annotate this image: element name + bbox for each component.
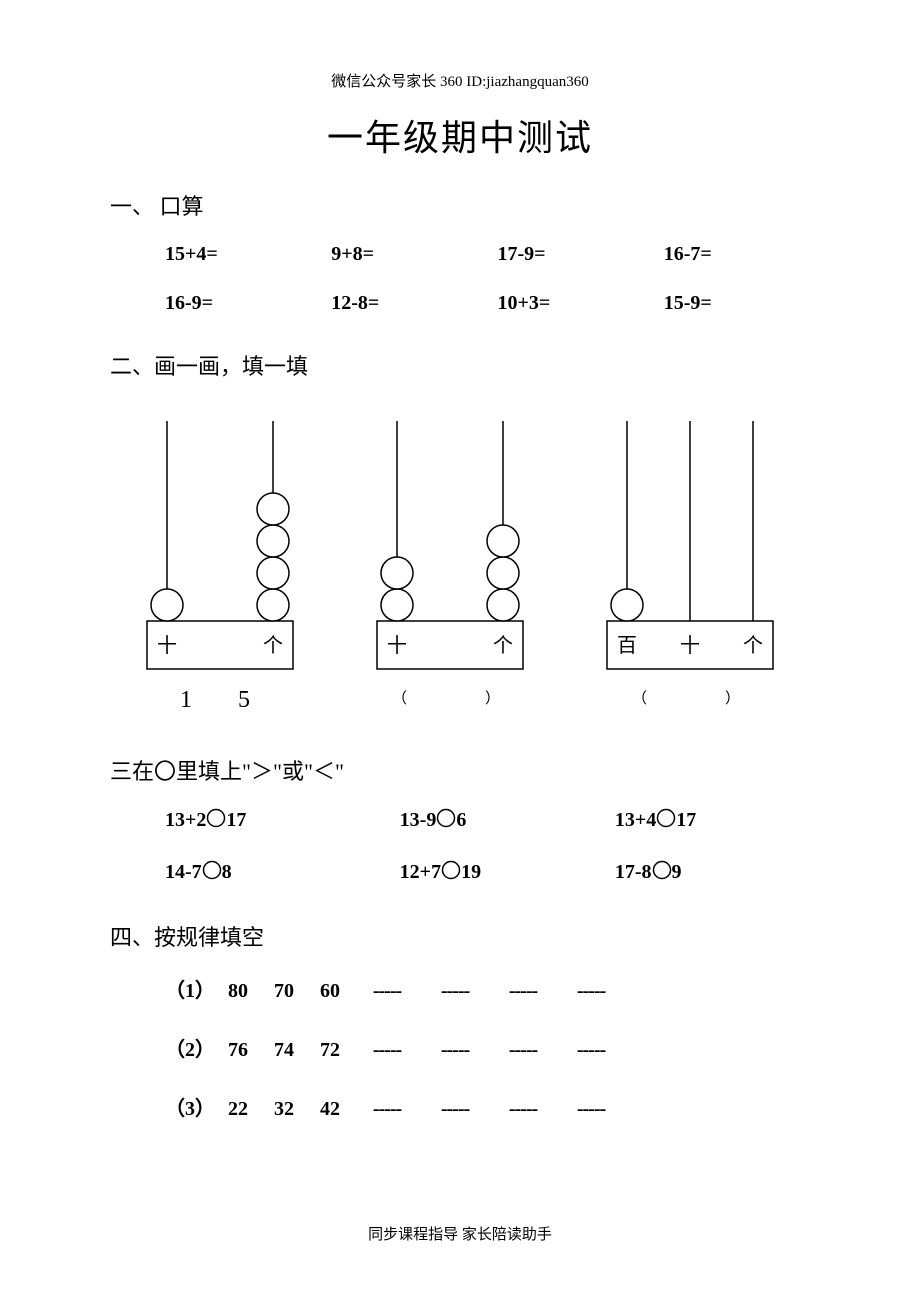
- section3-heading: 三在〇里填上"＞"或"＜": [110, 754, 810, 786]
- calc-item: 15+4=: [165, 243, 311, 266]
- pattern-prefix: （3）: [165, 1092, 215, 1121]
- compare-item: 17-89: [615, 860, 810, 886]
- pattern-number: 80: [215, 980, 261, 1003]
- pattern-number: 74: [261, 1039, 307, 1062]
- pattern-blank: -----: [489, 980, 557, 1003]
- abacus-svg: 十个: [375, 421, 525, 673]
- calc-item: 17-9=: [498, 243, 644, 266]
- pattern-number: 72: [307, 1039, 353, 1062]
- pattern-row: （1）807060--------------------: [165, 974, 810, 1003]
- section1-grid: 15+4= 9+8= 17-9= 16-7= 16-9= 12-8= 10+3= 15-9=: [110, 243, 810, 315]
- calc-item: 16-9=: [165, 292, 311, 315]
- svg-text:十: 十: [157, 634, 177, 657]
- pattern-blank: -----: [353, 1039, 421, 1062]
- svg-text:十: 十: [387, 634, 407, 657]
- compare-item: 12+719: [400, 860, 595, 886]
- main-title: 一年级期中测试: [110, 109, 810, 161]
- pattern-blank: -----: [557, 980, 625, 1003]
- section2-heading: 二、画一画，填一填: [110, 349, 810, 381]
- abacus-caption: （ ）: [624, 687, 756, 708]
- pattern-blank: -----: [489, 1098, 557, 1121]
- abacus-block: 十个1 5: [145, 421, 295, 714]
- footer-note: 同步课程指导 家长陪读助手: [0, 1223, 920, 1244]
- calc-item: 15-9=: [664, 292, 810, 315]
- pattern-number: 60: [307, 980, 353, 1003]
- pattern-blank: -----: [353, 980, 421, 1003]
- svg-text:十: 十: [680, 634, 700, 657]
- pattern-number: 76: [215, 1039, 261, 1062]
- abacus-block: 十个（ ）: [375, 421, 525, 714]
- pattern-blank: -----: [421, 1098, 489, 1121]
- circle-blank-icon: [656, 808, 676, 834]
- compare-item: 13+417: [615, 808, 810, 834]
- pattern-number: 22: [215, 1098, 261, 1121]
- pattern-blank: -----: [421, 980, 489, 1003]
- pattern-number: 42: [307, 1098, 353, 1121]
- circle-blank-icon: [652, 860, 672, 886]
- section1-heading: 一、 口算: [110, 189, 810, 221]
- calc-item: 9+8=: [331, 243, 477, 266]
- section4-list: （1）807060--------------------（2）767472--…: [110, 974, 810, 1121]
- pattern-number: 32: [261, 1098, 307, 1121]
- compare-item: 14-78: [165, 860, 380, 886]
- abacus-caption: 1 5: [170, 687, 270, 714]
- pattern-number: 70: [261, 980, 307, 1003]
- pattern-blank: -----: [557, 1039, 625, 1062]
- section4-heading: 四、按规律填空: [110, 920, 810, 952]
- circle-blank-icon: [202, 860, 222, 886]
- circle-blank-icon: [436, 808, 456, 834]
- abacus-svg: 百十个: [605, 421, 775, 673]
- abacus-svg: 十个: [145, 421, 295, 673]
- abacus-caption: （ ）: [384, 687, 516, 708]
- abacus-row: 十个1 5十个（ ）百十个（ ）: [110, 421, 810, 714]
- pattern-prefix: （2）: [165, 1033, 215, 1062]
- header-note: 微信公众号家长 360 ID:jiazhangquan360: [110, 70, 810, 91]
- pattern-row: （3）223242--------------------: [165, 1092, 810, 1121]
- pattern-blank: -----: [557, 1098, 625, 1121]
- svg-text:个: 个: [743, 634, 763, 657]
- pattern-prefix: （1）: [165, 974, 215, 1003]
- calc-item: 10+3=: [498, 292, 644, 315]
- abacus-block: 百 十 个 （ ）: [605, 421, 775, 714]
- compare-item: 13+217: [165, 808, 380, 834]
- pattern-blank: -----: [421, 1039, 489, 1062]
- svg-text:百: 百: [617, 635, 637, 657]
- pattern-blank: -----: [489, 1039, 557, 1062]
- svg-text:个: 个: [263, 634, 283, 657]
- pattern-blank: -----: [353, 1098, 421, 1121]
- calc-item: 12-8=: [331, 292, 477, 315]
- circle-blank-icon: [441, 860, 461, 886]
- svg-text:个: 个: [493, 634, 513, 657]
- calc-item: 16-7=: [664, 243, 810, 266]
- circle-blank-icon: [206, 808, 226, 834]
- section3-grid: 13+217 13-96 13+417 14-78 12+719 17-89: [110, 808, 810, 886]
- pattern-row: （2）767472--------------------: [165, 1033, 810, 1062]
- compare-item: 13-96: [400, 808, 595, 834]
